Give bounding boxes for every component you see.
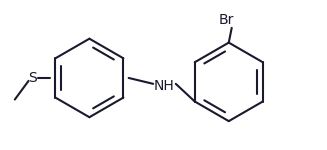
Text: NH: NH — [154, 79, 174, 93]
Text: Br: Br — [219, 13, 234, 27]
Text: S: S — [28, 71, 37, 85]
